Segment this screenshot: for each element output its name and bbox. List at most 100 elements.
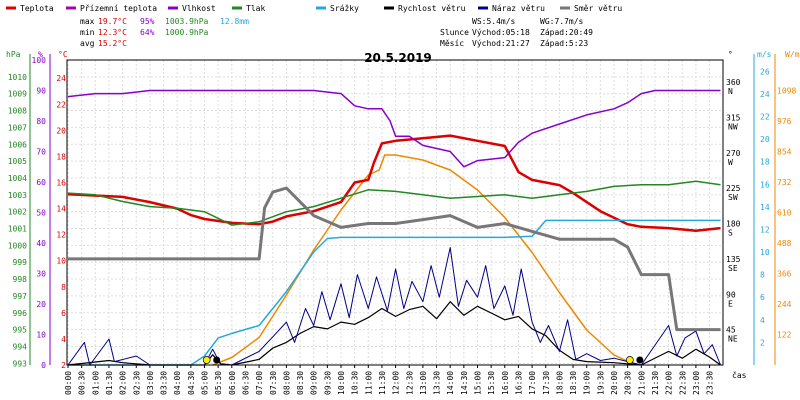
x-tick-label: 02:00: [119, 371, 128, 395]
pressure-tick-label: 994: [13, 342, 28, 351]
pressure-tick-label: 1005: [8, 157, 27, 166]
info-sun-set: Západ:20:49: [540, 28, 593, 37]
stat-max-rain: 12.8mm: [220, 17, 249, 26]
direction-tick-label: 270: [726, 149, 741, 158]
x-tick-label: 05:30: [214, 371, 223, 395]
direction-compass-label: E: [728, 299, 733, 308]
stat-min-temp: 12.3°C: [98, 28, 127, 37]
left-axes: 1010100910081007100610051004100310021001…: [8, 54, 66, 370]
temperature-tick-label: 4: [61, 335, 66, 344]
x-tick-label: 17:00: [528, 371, 537, 395]
plot-grid: [67, 60, 723, 365]
pressure-tick-label: 1002: [8, 208, 27, 217]
plot-area-border: [66, 59, 724, 366]
x-tick-label: 00:30: [78, 371, 87, 395]
direction-tick-label: 225: [726, 184, 741, 193]
pressure-tick-label: 995: [13, 326, 28, 335]
wind-tick-label: 4: [760, 316, 765, 325]
x-tick-label: 21:30: [651, 371, 660, 395]
series-sr-ky: [68, 219, 721, 366]
unit-wm2: W/m²: [785, 50, 800, 59]
legend-label: Teplota: [20, 4, 54, 13]
humidity-tick-label: 10: [36, 331, 46, 340]
pressure-tick-label: 998: [13, 275, 28, 284]
wind-tick-label: 6: [760, 293, 765, 302]
humidity-tick-label: 70: [36, 148, 46, 157]
x-tick-label: 03:30: [160, 371, 169, 395]
humidity-tick-label: 30: [36, 270, 46, 279]
legend-label: Vlhkost: [182, 4, 216, 13]
x-tick-label: 14:30: [460, 371, 469, 395]
moon-marker-icon: [636, 356, 644, 364]
x-tick-label: 07:00: [255, 371, 264, 395]
x-tick-label: 01:30: [105, 371, 114, 395]
direction-compass-label: NE: [728, 335, 738, 344]
radiation-tick-label: 976: [777, 117, 792, 126]
wind-tick-label: 18: [760, 158, 770, 167]
wind-tick-label: 16: [760, 180, 770, 189]
stat-min-hum: 64%: [140, 28, 155, 37]
info-ws: WS:5.4m/s: [472, 17, 516, 26]
x-tick-label: 22:30: [678, 371, 687, 395]
temperature-tick-label: 8: [61, 283, 66, 292]
pressure-tick-label: 1008: [8, 107, 27, 116]
direction-compass-label: W: [728, 158, 733, 167]
info-wg: WG:7.7m/s: [540, 17, 584, 26]
temperature-tick-label: 12: [56, 231, 66, 240]
x-tick-label: 18:00: [555, 371, 564, 395]
unit-deg: °: [728, 50, 733, 59]
humidity-tick-label: 60: [36, 178, 46, 187]
x-tick-label: 04:30: [187, 371, 196, 395]
direction-compass-label: SE: [728, 264, 738, 273]
x-axis: 00:00 00:30 01:00 01:30 02:00 02:30 03:00 03:30…: [64, 365, 715, 395]
series-tlak: [67, 180, 721, 226]
x-tick-label: 13:00: [419, 371, 428, 395]
humidity-tick-label: 80: [36, 117, 46, 126]
x-tick-label: 20:30: [624, 371, 633, 395]
pressure-tick-label: 993: [13, 359, 28, 368]
temperature-tick-label: 24: [56, 74, 66, 83]
legend-label: Směr větru: [574, 4, 622, 13]
radiation-tick-label: 488: [777, 239, 792, 248]
temperature-tick-label: 18: [56, 152, 66, 161]
unit-degc: °C: [58, 50, 68, 59]
unit-hpa: hPa: [6, 50, 21, 59]
temperature-tick-label: 20: [56, 126, 66, 135]
stat-avg-temp: 15.2°C: [98, 39, 127, 48]
wind-tick-label: 10: [760, 248, 770, 257]
direction-tick-label: 315: [726, 113, 741, 122]
x-tick-label: 19:00: [583, 371, 592, 395]
x-tick-label: 02:30: [132, 371, 141, 395]
chart-title: 20.5.2019: [364, 51, 432, 65]
x-tick-label: 15:30: [487, 371, 496, 395]
x-tick-label: 04:00: [173, 371, 182, 395]
pressure-tick-label: 1000: [8, 241, 27, 250]
direction-tick-label: 180: [726, 220, 741, 229]
temperature-tick-label: 16: [56, 179, 66, 188]
sun-marker-icon: [202, 356, 211, 364]
pressure-tick-label: 996: [13, 309, 28, 318]
x-tick-label: 10:00: [337, 371, 346, 395]
temperature-tick-label: 22: [56, 100, 66, 109]
pressure-tick-label: 1010: [8, 73, 27, 82]
stat-min-label: min: [80, 28, 95, 37]
legend-label: Náraz větru: [492, 4, 545, 13]
x-tick-label: 08:30: [296, 371, 305, 395]
x-tick-label: 11:30: [378, 371, 387, 395]
wind-tick-label: 2: [760, 338, 765, 347]
x-tick-label: 08:00: [282, 371, 291, 395]
x-tick-label: 06:30: [241, 371, 250, 395]
x-tick-label: 12:30: [405, 371, 414, 395]
stat-max-label: max: [80, 17, 95, 26]
pressure-tick-label: 1006: [8, 140, 27, 149]
radiation-tick-label: 244: [777, 300, 792, 309]
wind-tick-label: 8: [760, 271, 765, 280]
humidity-tick-label: 40: [36, 239, 46, 248]
x-tick-label: 23:30: [706, 371, 715, 395]
humidity-tick-label: 0: [41, 361, 46, 370]
series-teplota: [67, 134, 721, 232]
wind-tick-label: 22: [760, 112, 770, 121]
right-axes: 360N315NW270W225SW180S135SE90E45NE262422…: [726, 54, 796, 365]
moon-marker-icon: [213, 356, 221, 364]
